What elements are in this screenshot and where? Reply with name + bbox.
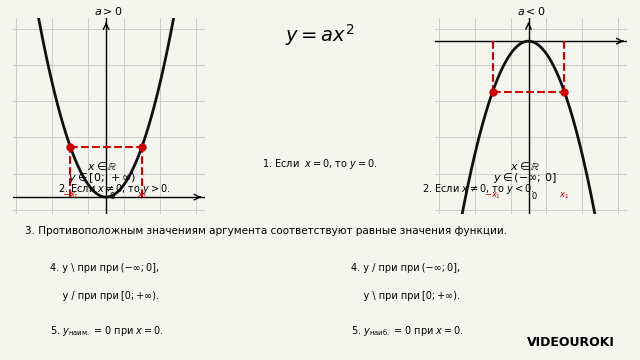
Text: 2. Если $x \neq 0$, то $y > 0$.: 2. Если $x \neq 0$, то $y > 0$. xyxy=(58,182,170,196)
Text: 4. y \ при при (−∞; 0],: 4. y \ при при (−∞; 0], xyxy=(50,263,159,273)
Title: $a < 0$: $a < 0$ xyxy=(517,5,545,17)
Text: $x \in \mathbb{R}$: $x \in \mathbb{R}$ xyxy=(87,160,118,172)
Text: 3. Противоположным значениям аргумента соответствуют равные значения функции.: 3. Противоположным значениям аргумента с… xyxy=(25,226,508,236)
Text: $x_1$: $x_1$ xyxy=(559,190,570,201)
Text: $x \in \mathbb{R}$: $x \in \mathbb{R}$ xyxy=(509,160,540,172)
Text: $0$: $0$ xyxy=(531,190,538,201)
Text: $-x_1$: $-x_1$ xyxy=(61,190,79,201)
Text: 2. Если $x \neq 0$, то $y < 0$.: 2. Если $x \neq 0$, то $y < 0$. xyxy=(422,182,535,196)
Text: $y = ax^2$: $y = ax^2$ xyxy=(285,22,355,48)
Text: y / при при [0; +∞).: y / при при [0; +∞). xyxy=(50,291,159,301)
Text: 1. Если  $x = 0$, то $y = 0$.: 1. Если $x = 0$, то $y = 0$. xyxy=(262,157,378,171)
Text: $y \in [0;\, +\infty)$: $y \in [0;\, +\infty)$ xyxy=(68,171,136,185)
Text: $x_1$: $x_1$ xyxy=(137,190,147,201)
Text: $-x_1$: $-x_1$ xyxy=(484,190,501,201)
Text: 4. y / при при (−∞; 0],: 4. y / при при (−∞; 0], xyxy=(351,263,460,273)
Text: $y \in (-\infty;\, 0]$: $y \in (-\infty;\, 0]$ xyxy=(493,171,557,185)
Text: VIDEOUROKI: VIDEOUROKI xyxy=(527,336,614,349)
Title: $a > 0$: $a > 0$ xyxy=(95,5,123,17)
Text: 5. $y_\mathrm{наим.}$ = 0 при $x = 0$.: 5. $y_\mathrm{наим.}$ = 0 при $x = 0$. xyxy=(50,324,163,338)
Text: 5. $y_\mathrm{наиб.}$ = 0 при $x = 0$.: 5. $y_\mathrm{наиб.}$ = 0 при $x = 0$. xyxy=(351,324,463,338)
Text: $0$: $0$ xyxy=(109,190,116,201)
Text: y \ при при [0; +∞).: y \ при при [0; +∞). xyxy=(351,291,460,301)
